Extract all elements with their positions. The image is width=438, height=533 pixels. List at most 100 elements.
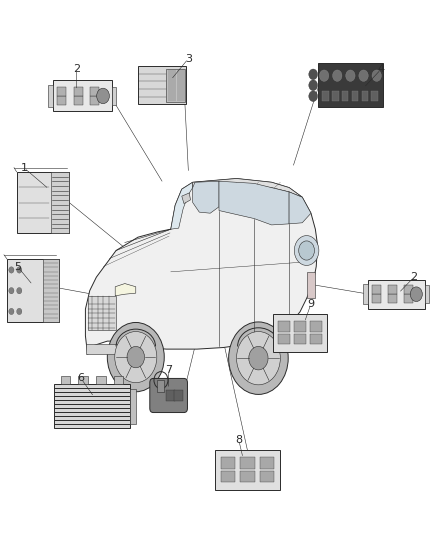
Bar	[352, 91, 358, 101]
Bar	[425, 286, 429, 303]
Bar	[372, 294, 381, 303]
Bar	[43, 259, 59, 322]
Text: 7: 7	[165, 366, 172, 375]
Polygon shape	[289, 192, 311, 224]
Bar	[131, 389, 136, 424]
Bar	[278, 334, 290, 344]
Text: 1: 1	[21, 163, 28, 173]
Bar	[294, 321, 306, 332]
Bar	[260, 471, 274, 482]
Bar	[7, 259, 59, 322]
Circle shape	[9, 266, 14, 273]
Bar	[88, 296, 116, 330]
Bar	[166, 390, 175, 401]
Bar	[371, 91, 378, 101]
Bar	[368, 279, 425, 309]
Circle shape	[359, 70, 368, 82]
Bar	[404, 294, 413, 303]
Text: 4: 4	[378, 64, 385, 74]
Circle shape	[332, 70, 342, 82]
Circle shape	[410, 287, 422, 302]
Polygon shape	[85, 179, 318, 354]
Bar	[17, 172, 69, 233]
Circle shape	[309, 69, 318, 79]
Bar	[86, 344, 119, 354]
Bar	[307, 272, 315, 298]
Bar	[60, 376, 70, 384]
Bar	[47, 85, 53, 107]
Circle shape	[17, 287, 22, 294]
Bar	[220, 457, 235, 469]
Text: 2: 2	[410, 272, 417, 282]
Bar	[53, 80, 112, 111]
Bar	[240, 471, 255, 482]
Circle shape	[17, 266, 22, 273]
Circle shape	[249, 346, 268, 370]
Bar	[157, 380, 164, 392]
Bar	[78, 376, 88, 384]
Bar	[388, 294, 397, 303]
Polygon shape	[171, 182, 193, 229]
Bar	[362, 91, 368, 101]
Bar	[332, 91, 339, 101]
Bar	[112, 87, 117, 105]
Circle shape	[309, 91, 318, 101]
Bar	[363, 284, 368, 304]
Bar	[404, 285, 413, 294]
Bar	[166, 69, 185, 102]
Bar	[215, 450, 280, 490]
Circle shape	[319, 70, 329, 82]
Circle shape	[9, 287, 14, 294]
Polygon shape	[193, 179, 302, 197]
Bar	[342, 91, 349, 101]
Bar	[174, 390, 183, 401]
Bar	[114, 376, 124, 384]
Bar	[57, 96, 66, 105]
Bar	[273, 314, 327, 352]
Bar	[74, 87, 83, 96]
Polygon shape	[115, 284, 136, 296]
Circle shape	[372, 70, 381, 82]
Bar	[318, 63, 383, 107]
Bar	[278, 321, 290, 332]
Circle shape	[299, 241, 314, 260]
Bar	[372, 285, 381, 294]
Circle shape	[237, 332, 280, 385]
Text: 8: 8	[235, 435, 242, 445]
Bar	[90, 87, 99, 96]
Bar	[96, 376, 106, 384]
Circle shape	[107, 322, 164, 392]
Bar	[51, 172, 69, 233]
Bar	[260, 457, 274, 469]
Bar	[57, 87, 66, 96]
Bar	[138, 66, 186, 104]
Polygon shape	[219, 181, 289, 225]
Circle shape	[97, 88, 110, 103]
Circle shape	[346, 70, 355, 82]
Bar	[388, 285, 397, 294]
Polygon shape	[182, 193, 191, 204]
Circle shape	[294, 236, 319, 265]
Bar	[294, 334, 306, 344]
Polygon shape	[193, 181, 219, 213]
Bar	[74, 96, 83, 105]
Bar	[322, 91, 328, 101]
Text: 6: 6	[78, 374, 85, 383]
Bar	[240, 457, 255, 469]
Text: 3: 3	[185, 54, 192, 63]
Circle shape	[115, 332, 157, 383]
Bar	[220, 471, 235, 482]
Circle shape	[17, 308, 22, 314]
Bar	[90, 96, 99, 105]
Text: 2: 2	[73, 64, 80, 74]
Circle shape	[309, 80, 318, 91]
Circle shape	[229, 322, 288, 394]
Bar	[53, 384, 131, 428]
Circle shape	[9, 308, 14, 314]
Bar	[310, 334, 322, 344]
Text: 9: 9	[307, 299, 314, 309]
Bar	[310, 321, 322, 332]
Circle shape	[127, 346, 145, 368]
FancyBboxPatch shape	[150, 378, 187, 413]
Text: 5: 5	[14, 262, 21, 271]
